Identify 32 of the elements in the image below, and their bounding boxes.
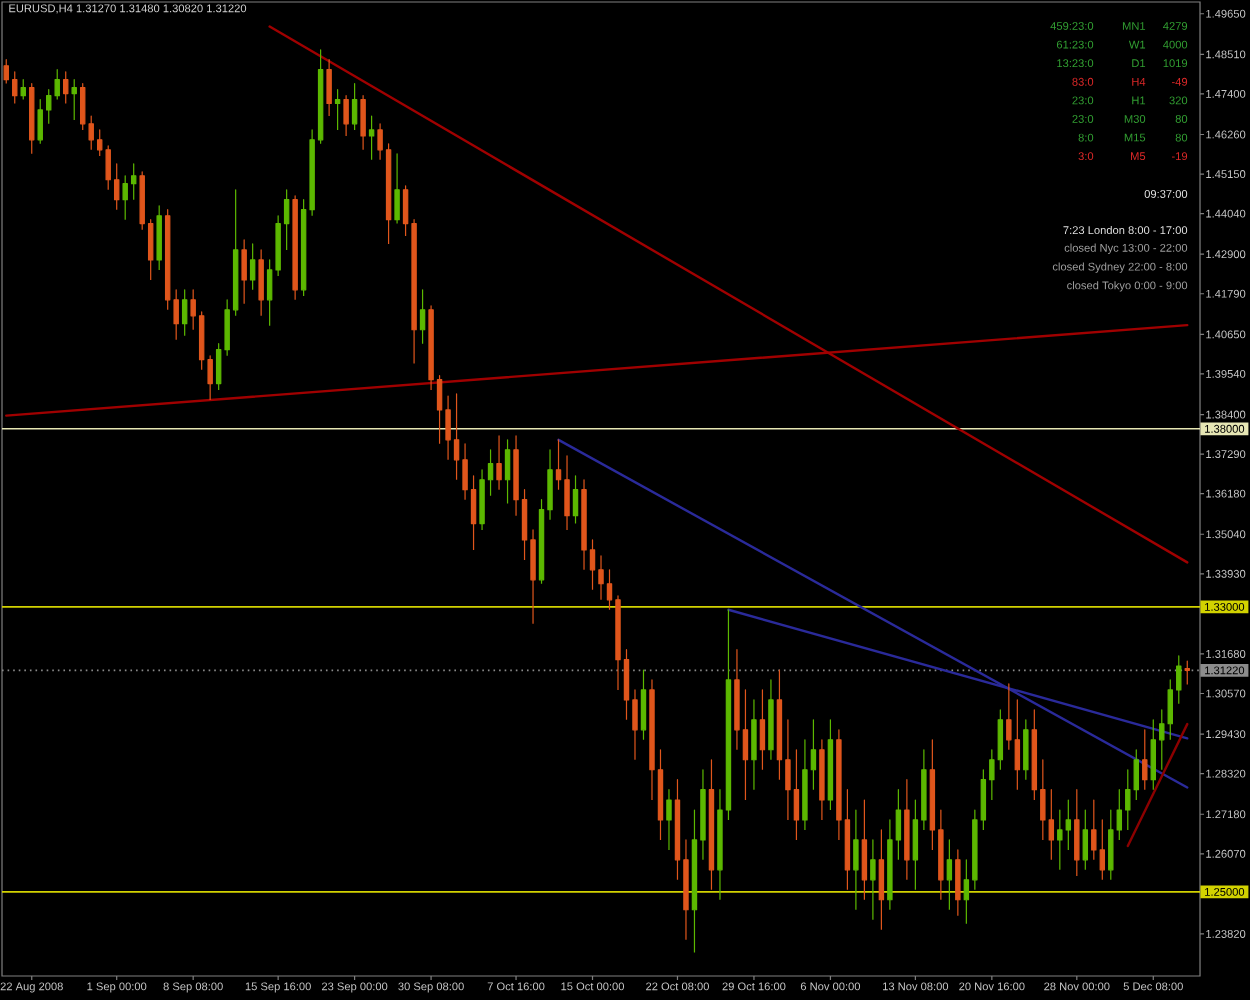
candlestick	[181, 289, 188, 337]
candlestick	[1184, 660, 1190, 686]
candlestick	[819, 739, 825, 821]
candlestick	[946, 839, 953, 911]
candlestick	[751, 699, 757, 791]
candlestick	[853, 809, 859, 911]
candlestick	[768, 679, 774, 761]
candlestick	[955, 849, 961, 917]
candlestick	[870, 839, 876, 921]
candlestick	[368, 115, 375, 161]
candlestick	[71, 79, 77, 121]
candlestick	[20, 79, 26, 101]
candlestick	[343, 95, 349, 137]
candlestick	[326, 59, 332, 117]
candlestick	[1082, 809, 1089, 871]
candlestick	[419, 289, 426, 345]
candlestick	[904, 779, 910, 881]
candlestick	[249, 243, 256, 291]
candlestick	[640, 669, 647, 741]
candlestick	[394, 153, 400, 225]
candlestick	[241, 239, 247, 305]
candlestick	[258, 249, 264, 317]
candlestick	[666, 789, 672, 851]
candlestick	[360, 95, 366, 151]
candlestick	[827, 719, 834, 811]
candlestick	[334, 89, 341, 131]
candlestick	[1023, 719, 1029, 781]
candlestick	[496, 435, 502, 491]
candlestick	[156, 205, 162, 271]
candlestick	[572, 475, 579, 525]
candlestick	[351, 82, 358, 131]
candlestick	[504, 439, 511, 505]
